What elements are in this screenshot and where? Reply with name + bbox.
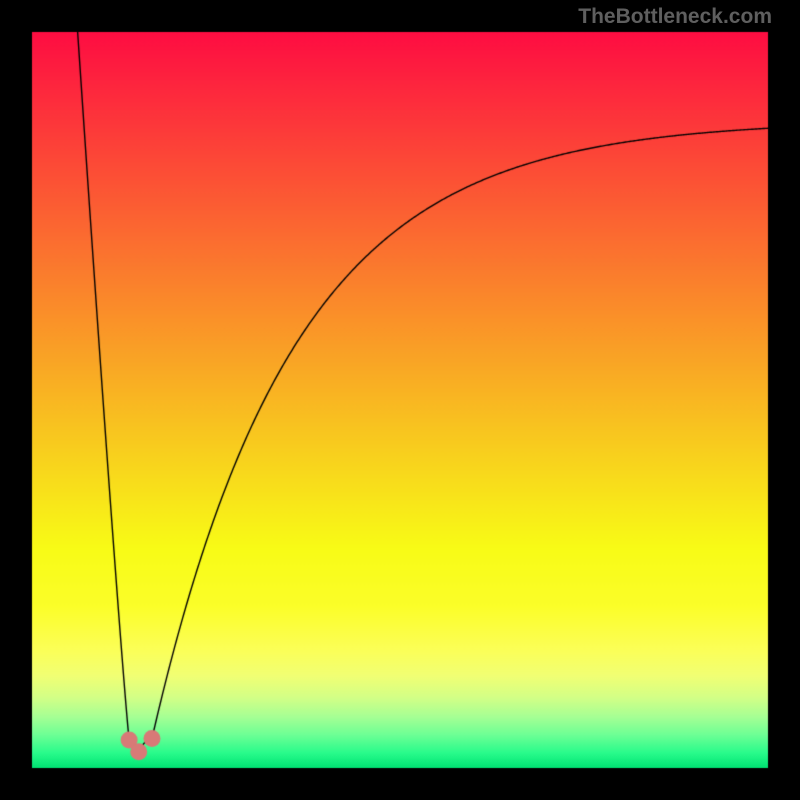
bottleneck-chart: [0, 0, 800, 800]
watermark-text: TheBottleneck.com: [578, 5, 772, 29]
